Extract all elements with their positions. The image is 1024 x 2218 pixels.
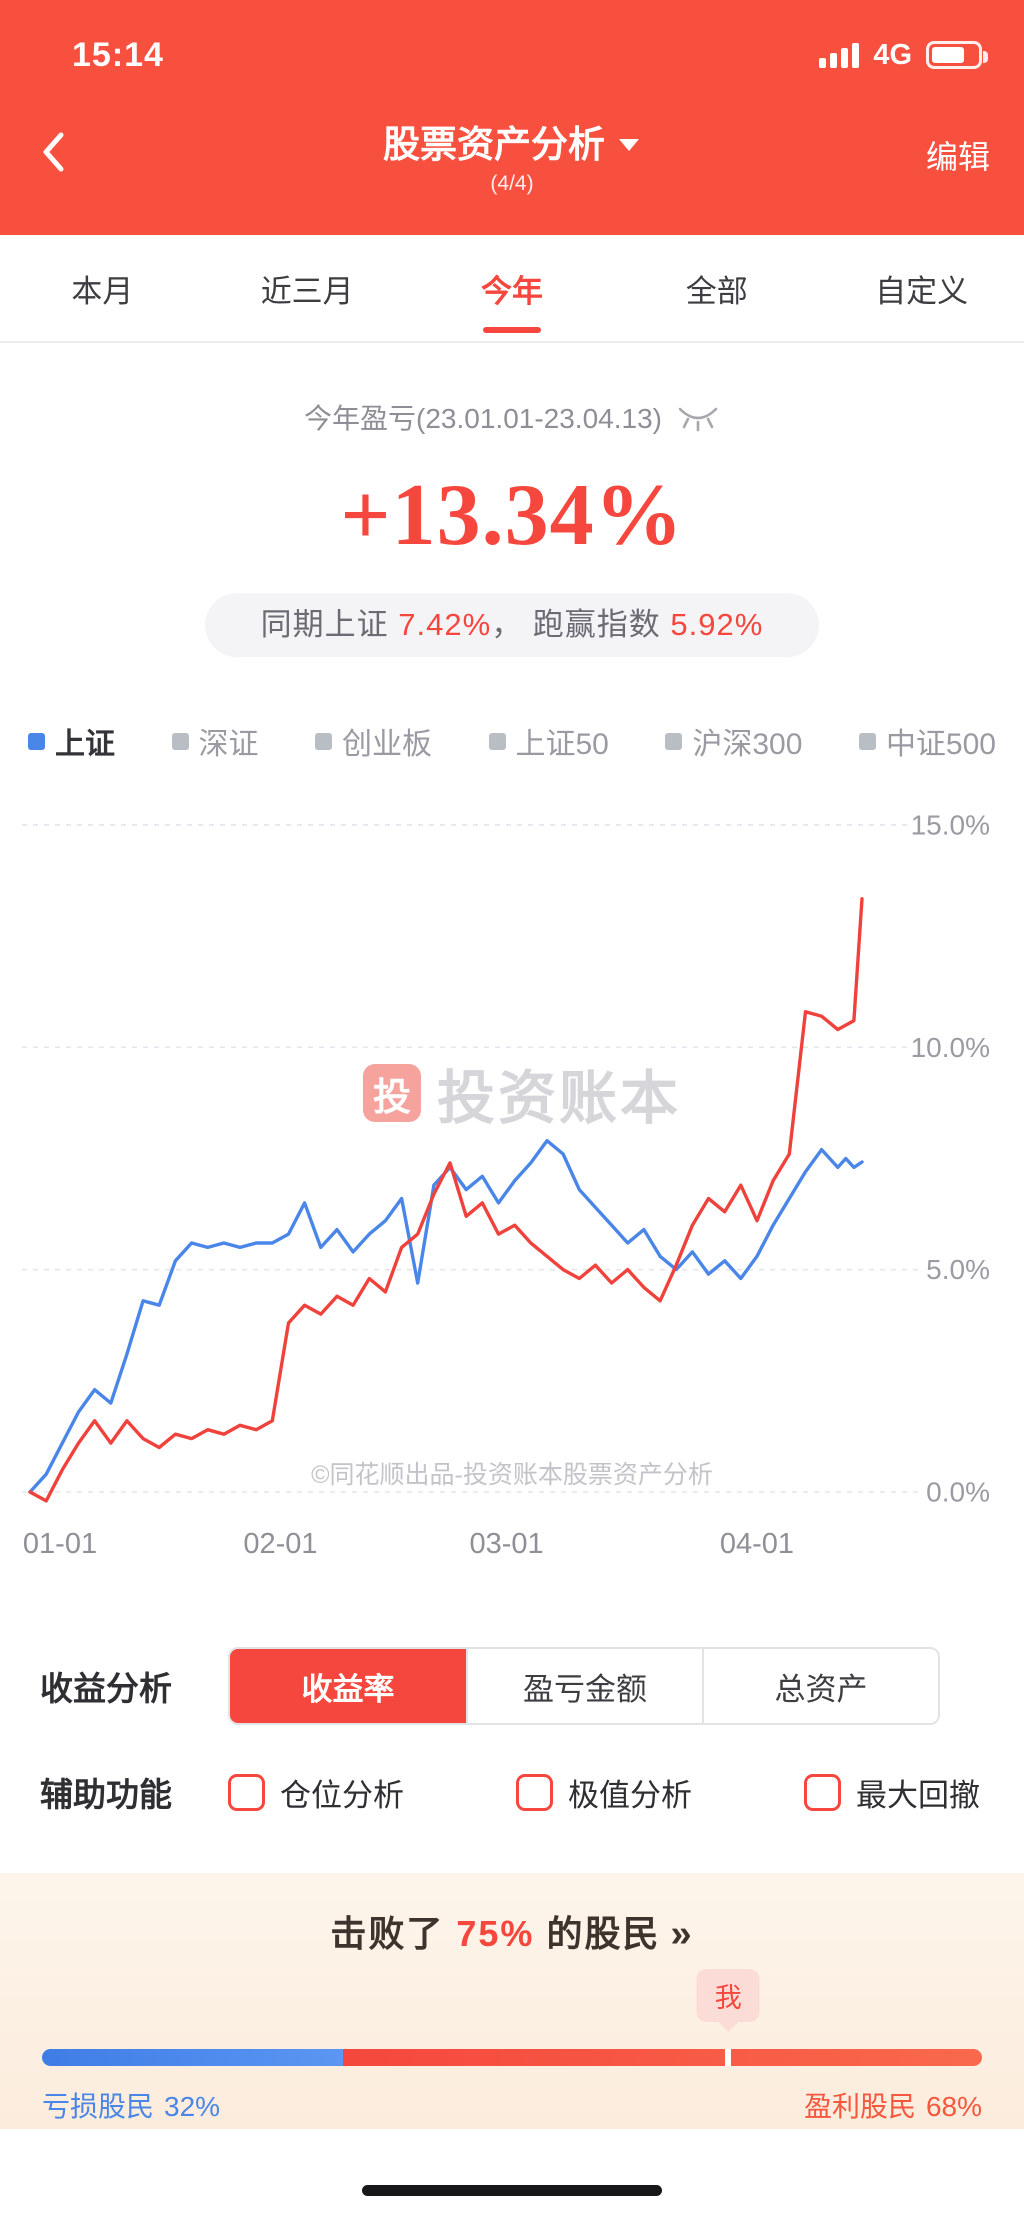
- legend-item-chinext[interactable]: 创业板: [315, 719, 432, 763]
- benchmark-prefix: 同期上证: [260, 607, 399, 642]
- checkbox-icon[interactable]: [228, 1773, 265, 1811]
- checkbox-icon[interactable]: [804, 1773, 841, 1811]
- back-icon[interactable]: [40, 130, 66, 174]
- summary-section: 今年盈亏(23.01.01-23.04.13) +13.34% 同期上证 7.4…: [0, 397, 1024, 657]
- tab-this-year[interactable]: 今年: [410, 235, 615, 341]
- profit-analysis-label: 收益分析: [40, 1670, 172, 1707]
- outperform-value: 5.92%: [670, 607, 764, 642]
- performance-line-chart[interactable]: 01-01 02-01 03-01 04-01 15.0% 10.0% 5.0% 0.0% 投…: [0, 793, 1024, 1573]
- tab-all[interactable]: 全部: [685, 273, 748, 309]
- page-indicator: (4/4): [490, 172, 534, 195]
- chart-canvas[interactable]: 01-01 02-01 03-01 04-01 15.0% 10.0% 5.0% 0.0%: [0, 793, 1024, 1573]
- beat-percent: 75%: [456, 1913, 535, 1954]
- benchmark-index-value: 7.42%: [398, 607, 492, 642]
- tab-last-3-months[interactable]: 近三月: [260, 273, 354, 309]
- profit-investors-label: 盈利股民 68%: [803, 2091, 982, 2122]
- legend-item-shenzhen[interactable]: 深证: [171, 719, 259, 763]
- loss-portion: [42, 2049, 343, 2066]
- home-indicator[interactable]: [362, 2185, 662, 2196]
- aux-checkbox-group: 仓位分析 极值分析 最大回撤: [228, 1755, 984, 1829]
- legend-item-sse50[interactable]: 上证50: [488, 719, 609, 763]
- segment-pnl-amount[interactable]: 盈亏金额: [466, 1649, 702, 1723]
- loss-investors-label: 亏损股民 32%: [42, 2091, 221, 2122]
- metric-row: 收益分析 收益率 盈亏金额 总资产: [40, 1647, 984, 1725]
- svg-text:5.0%: 5.0%: [926, 1254, 990, 1285]
- status-icons: 4G: [819, 38, 988, 72]
- status-time: 15:14: [72, 35, 164, 74]
- beat-headline[interactable]: 击败了 75% 的股民»: [0, 1873, 1024, 1957]
- me-position-notch: [725, 2049, 732, 2066]
- nav-bar: 股票资产分析 (4/4) 编辑: [0, 90, 1024, 235]
- investor-distribution-bar: [42, 2049, 982, 2066]
- beat-suffix: 的股民: [534, 1913, 661, 1954]
- chevron-down-icon[interactable]: [617, 137, 641, 152]
- metric-segmented-control: 收益率 盈亏金额 总资产: [228, 1647, 940, 1725]
- battery-icon: [926, 41, 988, 69]
- segment-return-rate[interactable]: 收益率: [230, 1649, 466, 1723]
- period-label: 今年盈亏(23.01.01-23.04.13): [304, 403, 662, 434]
- app-header: 15:14 4G 股票资产分析 (4/4) 编辑: [0, 0, 1024, 235]
- benchmark-middle: ， 跑赢指数: [491, 607, 671, 642]
- title-block[interactable]: 股票资产分析 (4/4): [383, 114, 641, 196]
- svg-text:04-01: 04-01: [720, 1528, 794, 1560]
- legend-swatch-icon: [171, 732, 189, 750]
- beat-prefix: 击败了: [330, 1913, 457, 1954]
- page-title: 股票资产分析: [383, 124, 605, 165]
- svg-text:02-01: 02-01: [243, 1528, 317, 1560]
- beat-banner: 击败了 75% 的股民» 我 亏损股民 32% 盈利股民 68%: [0, 1873, 1024, 2129]
- edit-button[interactable]: 编辑: [925, 139, 990, 175]
- tab-custom[interactable]: 自定义: [875, 273, 969, 309]
- period-row: 今年盈亏(23.01.01-23.04.13): [0, 397, 1024, 437]
- period-tabs: 本月 近三月 今年 全部 自定义: [0, 235, 1024, 343]
- total-return-value: +13.34%: [340, 467, 684, 564]
- legend-item-hs300[interactable]: 沪深300: [665, 719, 802, 763]
- checkbox-position-analysis[interactable]: 仓位分析: [228, 1755, 404, 1829]
- segment-total-assets[interactable]: 总资产: [702, 1649, 938, 1723]
- legend-item-shanghai[interactable]: 上证: [28, 719, 115, 763]
- benchmark-pill: 同期上证 7.42%， 跑赢指数 5.92%: [204, 593, 820, 657]
- legend-swatch-icon: [315, 732, 332, 750]
- aux-row: 辅助功能 仓位分析 极值分析 最大回撤: [40, 1755, 984, 1829]
- status-bar: 15:14 4G: [0, 0, 1024, 90]
- index-legend: 上证 深证 创业板 上证50 沪深300 中证500: [0, 721, 1024, 761]
- svg-text:15.0%: 15.0%: [911, 809, 990, 840]
- legend-swatch-icon: [858, 732, 876, 750]
- svg-text:0.0%: 0.0%: [926, 1477, 990, 1508]
- legend-item-csi500[interactable]: 中证500: [858, 719, 996, 763]
- checkbox-extreme-analysis[interactable]: 极值分析: [516, 1755, 692, 1829]
- tab-this-month[interactable]: 本月: [71, 273, 134, 309]
- checkbox-max-drawdown[interactable]: 最大回撤: [804, 1755, 980, 1829]
- aux-functions-label: 辅助功能: [40, 1776, 172, 1813]
- svg-text:10.0%: 10.0%: [911, 1032, 990, 1063]
- network-type-label: 4G: [873, 38, 912, 71]
- svg-text:03-01: 03-01: [469, 1528, 543, 1560]
- legend-swatch-icon: [488, 732, 506, 750]
- controls-section: 收益分析 收益率 盈亏金额 总资产 辅助功能 仓位分析 极值分析 最大回撤: [0, 1647, 1024, 1829]
- svg-text:01-01: 01-01: [23, 1528, 97, 1560]
- legend-swatch-icon: [28, 732, 45, 750]
- distribution-labels: 亏损股民 32% 盈利股民 68%: [42, 2085, 982, 2125]
- chevrons-right-icon: »: [670, 1913, 694, 1955]
- checkbox-icon[interactable]: [516, 1773, 553, 1811]
- profit-portion: [342, 2049, 982, 2066]
- signal-strength-icon: [819, 42, 860, 68]
- legend-swatch-icon: [665, 732, 683, 750]
- eye-closed-icon[interactable]: [676, 402, 720, 432]
- me-marker-bubble: 我: [696, 1969, 760, 2022]
